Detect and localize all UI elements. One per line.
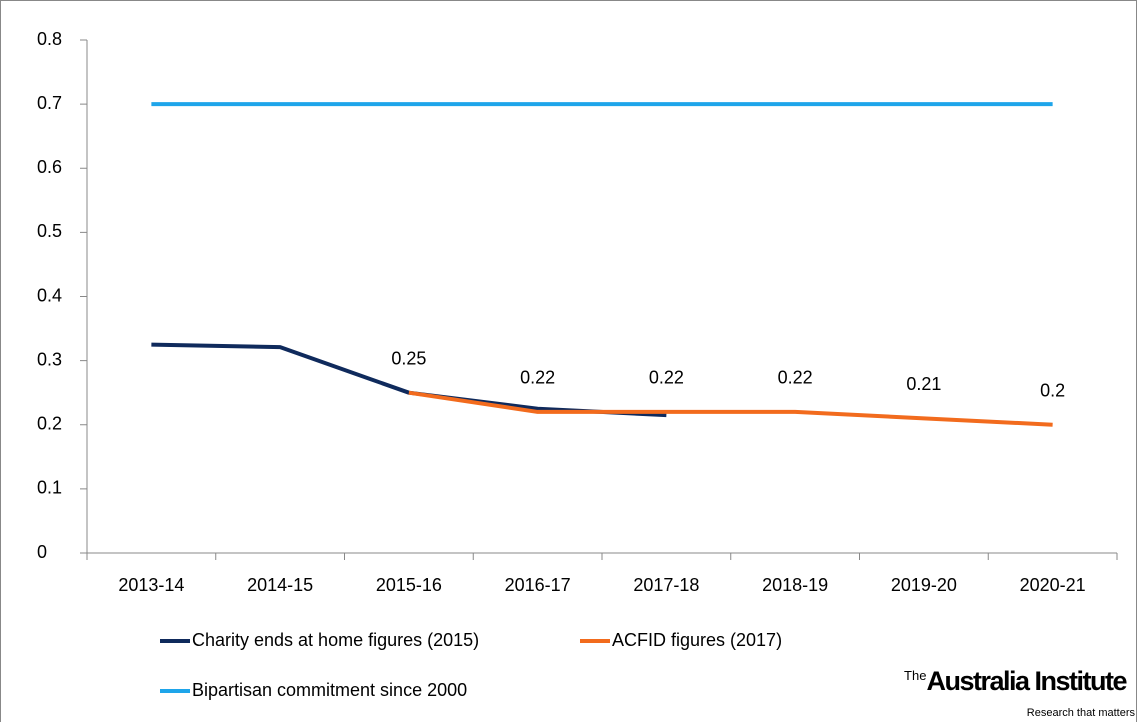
y-tick-label: 0.6 [37,157,62,177]
x-tick-label: 2014-15 [247,575,313,595]
data-label: 0.25 [391,348,426,368]
legend-label: Charity ends at home figures (2015) [192,630,479,650]
data-label: 0.2 [1040,381,1065,401]
y-tick-label: 0 [37,542,47,562]
x-tick-label: 2019-20 [891,575,957,595]
data-label: 0.22 [778,368,813,388]
x-tick-label: 2020-21 [1020,575,1086,595]
y-tick-label: 0.8 [37,29,62,49]
y-tick-label: 0.7 [37,93,62,113]
logo-prefix: The [904,668,926,683]
legend-label: ACFID figures (2017) [612,630,782,650]
x-tick-label: 2018-19 [762,575,828,595]
logo-tagline: Research that matters [1027,707,1136,719]
x-tick-label: 2015-16 [376,575,442,595]
logo: TheAustralia Institute [904,666,1127,696]
y-tick-label: 0.2 [37,414,62,434]
x-tick-label: 2016-17 [505,575,571,595]
legend-label: Bipartisan commitment since 2000 [192,680,467,700]
y-tick-label: 0.1 [37,478,62,498]
x-tick-label: 2017-18 [633,575,699,595]
y-tick-label: 0.5 [37,221,62,241]
series-line [408,390,1053,427]
data-label: 0.21 [906,374,941,394]
logo-name: Australia Institute [926,666,1127,696]
x-tick-label: 2013-14 [118,575,184,595]
data-label: 0.22 [649,368,684,388]
y-tick-label: 0.4 [37,285,62,305]
y-tick-label: 0.3 [37,349,62,369]
data-label: 0.22 [520,368,555,388]
